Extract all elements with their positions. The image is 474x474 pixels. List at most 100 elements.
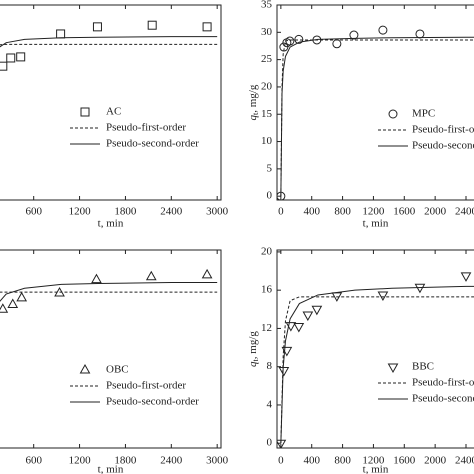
panel: 0 400 800 1200 1600 2000 2400 0 4 8 12 16 20 t, min qt…	[247, 245, 474, 474]
y-tick-label: 0	[267, 437, 273, 449]
x-tick-label: 0	[278, 206, 284, 218]
legend-label: Pseudo-second-order	[412, 140, 474, 152]
fit-line	[0, 282, 218, 302]
x-tick-label: 1800	[114, 455, 137, 467]
data-point	[202, 22, 212, 32]
data-point	[460, 272, 472, 282]
legend-label: Pseudo-first-order	[412, 377, 474, 389]
y-label-symbol: q	[247, 361, 259, 367]
data-point	[294, 34, 304, 44]
fit-line	[280, 36, 474, 197]
x-axis-label: t, min	[98, 218, 124, 230]
x-tick-label: 400	[303, 455, 320, 467]
legend-label: Pseudo-first-order	[412, 124, 474, 136]
data-point	[302, 311, 314, 322]
plot-area	[0, 20, 218, 71]
legend-label: BBC	[412, 361, 434, 373]
data-point	[7, 298, 19, 309]
legend-label: AC	[106, 106, 121, 118]
data-point	[311, 305, 323, 316]
x-tick-label: 2400	[455, 455, 474, 467]
data-point	[278, 367, 290, 377]
x-tick-label: 2000	[424, 206, 447, 218]
x-tick-label: 2400	[160, 455, 183, 467]
legend-label: Pseudo-second-order	[106, 396, 199, 408]
data-point	[147, 20, 157, 30]
x-tick-label: 1200	[362, 455, 385, 467]
x-tick-label: 2400	[160, 206, 183, 218]
plot-area	[277, 272, 474, 448]
x-axis-label: t, min	[363, 218, 389, 230]
fit-line	[280, 296, 474, 444]
data-point	[6, 53, 16, 63]
y-axis-label: qt, mg/g	[247, 331, 260, 367]
x-axis-label: t, min	[363, 464, 389, 474]
panel: 06001200180024003000t, minOBCPseudo-firs…	[0, 249, 229, 474]
y-tick-label: 0	[267, 190, 273, 202]
y-label-subscript: t	[251, 112, 260, 115]
legend-label: MPC	[412, 108, 435, 120]
x-tick-label: 1200	[69, 206, 92, 218]
legend-label: Pseudo-second-order	[106, 138, 199, 150]
panel: 0 400 800 1200 1600 2000 2400 0 5 10 15 20 25 30 35 t, …	[247, 0, 474, 230]
y-tick-label: 15	[261, 108, 273, 120]
x-tick-label: 1600	[393, 455, 416, 467]
x-tick-label: 2400	[455, 206, 474, 218]
data-point	[414, 283, 426, 294]
x-tick-label: 600	[25, 206, 42, 218]
x-tick-label: 0	[278, 455, 284, 467]
data-point	[415, 29, 425, 39]
x-tick-label: 1600	[393, 206, 416, 218]
data-point	[201, 268, 213, 279]
legend-label: Pseudo-first-order	[106, 122, 186, 134]
y-label-unit: , mg/g	[247, 84, 259, 113]
plot-frame	[0, 4, 222, 201]
y-tick-label: 12	[261, 322, 272, 334]
data-point	[377, 291, 389, 301]
y-tick-label: 35	[261, 0, 273, 11]
data-point	[91, 273, 102, 284]
data-point	[92, 22, 102, 32]
data-point	[16, 52, 26, 62]
x-tick-label: 3000	[206, 455, 229, 467]
data-point	[332, 39, 342, 49]
fit-line	[0, 36, 218, 48]
data-point	[145, 270, 157, 281]
plot-area	[0, 268, 218, 313]
data-point	[0, 303, 9, 313]
data-point	[0, 61, 8, 71]
fit-line	[0, 43, 218, 46]
y-tick-label: 30	[261, 26, 273, 38]
x-tick-label: 1200	[362, 206, 385, 218]
plot-frame	[276, 4, 474, 201]
x-axis-label: t, min	[98, 464, 124, 474]
y-tick-label: 20	[261, 245, 273, 257]
x-tick-label: 400	[303, 206, 320, 218]
panel: 600 1200 1800 2400 3000 t, min AC Pseudo-first-…	[0, 4, 229, 230]
y-label-subscript: t	[251, 358, 260, 361]
data-point	[293, 323, 305, 333]
plot-area	[277, 25, 474, 200]
x-tick-label: 2000	[424, 455, 447, 467]
x-tick-label: 800	[334, 206, 351, 218]
x-tick-label: 600	[25, 455, 42, 467]
legend-label: Pseudo-first-order	[106, 380, 186, 392]
x-tick-label: 3000	[206, 206, 229, 218]
y-tick-label: 4	[267, 398, 273, 410]
y-tick-label: 25	[261, 53, 273, 65]
legend-symbol	[80, 107, 90, 117]
data-point	[16, 291, 28, 302]
plot-frame	[0, 249, 222, 449]
data-point	[56, 29, 66, 39]
y-tick-label: 10	[261, 135, 273, 147]
legend-symbol	[388, 109, 398, 119]
fit-line	[280, 39, 474, 197]
legend-symbol	[79, 363, 91, 374]
x-tick-label: 1800	[114, 206, 137, 218]
data-point	[378, 25, 388, 35]
legend-symbol	[387, 363, 399, 374]
x-tick-label: 800	[334, 455, 351, 467]
fit-line	[280, 285, 474, 444]
y-label-unit: , mg/g	[247, 331, 259, 360]
